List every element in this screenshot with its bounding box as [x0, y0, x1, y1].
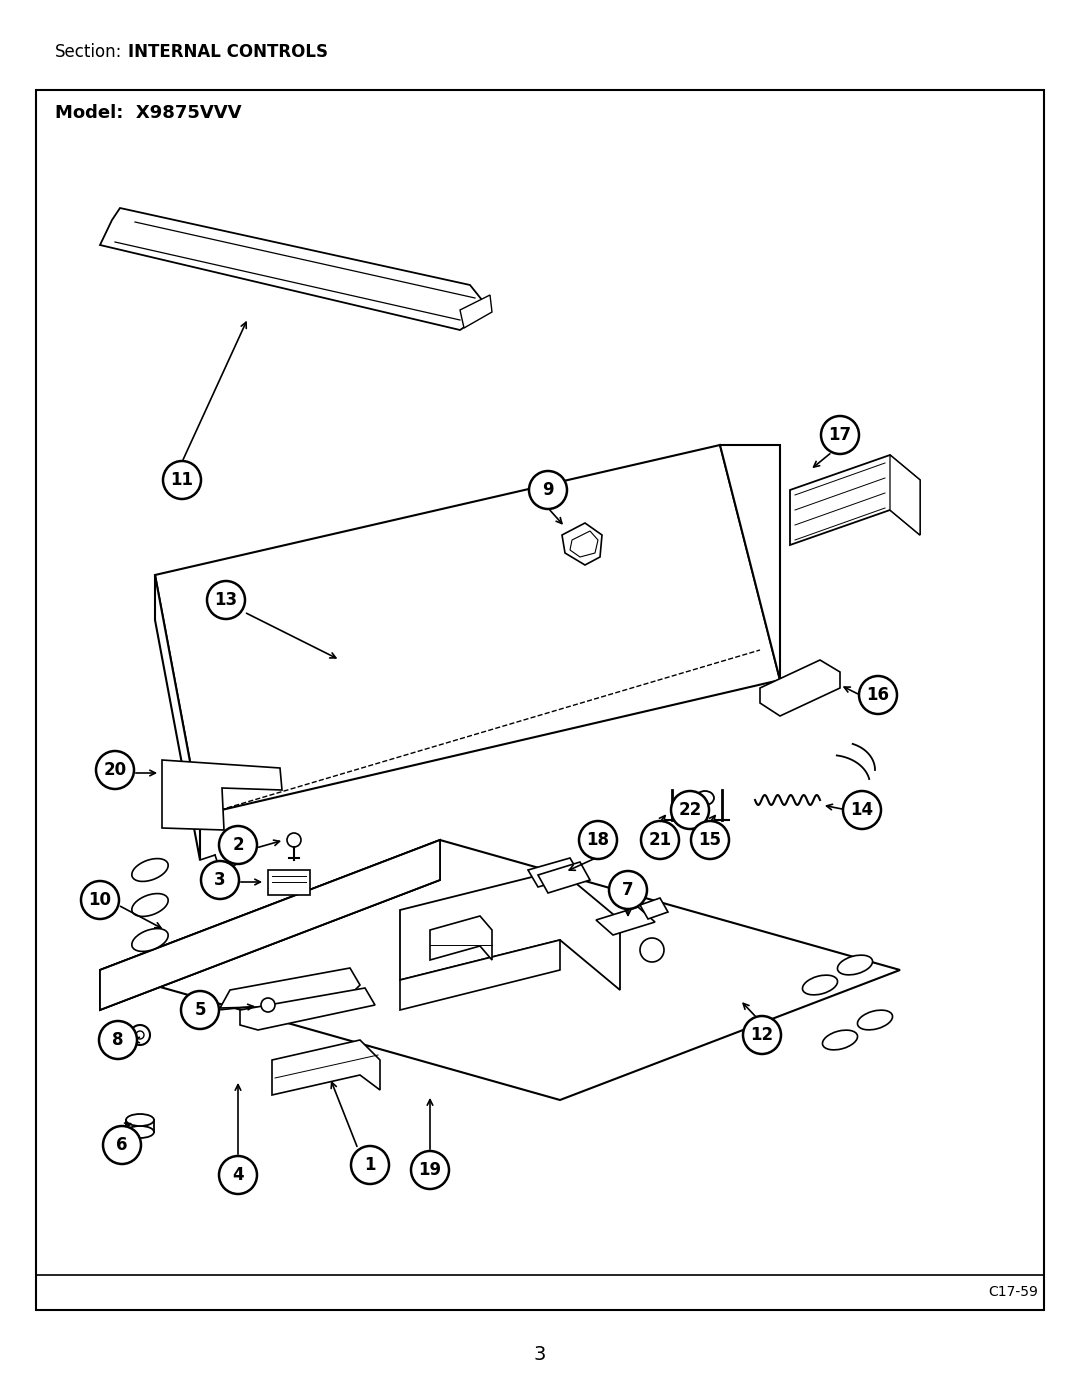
- Polygon shape: [100, 840, 440, 1010]
- Ellipse shape: [837, 956, 873, 975]
- Text: 17: 17: [828, 426, 851, 444]
- Circle shape: [859, 676, 897, 714]
- Circle shape: [821, 416, 859, 454]
- Text: 14: 14: [850, 800, 874, 819]
- Circle shape: [219, 826, 257, 863]
- Ellipse shape: [132, 859, 168, 882]
- Circle shape: [163, 461, 201, 499]
- Text: 2: 2: [232, 835, 244, 854]
- Ellipse shape: [802, 975, 838, 995]
- Ellipse shape: [696, 791, 714, 805]
- Polygon shape: [596, 907, 654, 935]
- Text: 20: 20: [104, 761, 126, 780]
- Polygon shape: [760, 659, 840, 717]
- Circle shape: [136, 1031, 144, 1039]
- Ellipse shape: [132, 894, 168, 916]
- Text: 22: 22: [678, 800, 702, 819]
- Text: 11: 11: [171, 471, 193, 489]
- Polygon shape: [400, 940, 561, 1010]
- Polygon shape: [570, 531, 598, 557]
- Polygon shape: [720, 446, 780, 680]
- Circle shape: [843, 791, 881, 828]
- Polygon shape: [538, 862, 590, 893]
- Text: 6: 6: [117, 1136, 127, 1154]
- Text: 19: 19: [418, 1161, 442, 1179]
- Polygon shape: [430, 916, 492, 960]
- Text: 12: 12: [751, 1025, 773, 1044]
- Text: C17-59: C17-59: [988, 1285, 1038, 1299]
- Circle shape: [529, 471, 567, 509]
- Polygon shape: [162, 760, 282, 830]
- Bar: [36, 89, 1044, 1310]
- Polygon shape: [562, 522, 602, 564]
- Polygon shape: [100, 840, 440, 1010]
- Text: 18: 18: [586, 831, 609, 849]
- Polygon shape: [100, 840, 900, 1099]
- Polygon shape: [890, 455, 920, 535]
- Polygon shape: [640, 898, 669, 919]
- Polygon shape: [240, 988, 375, 1030]
- Circle shape: [96, 752, 134, 789]
- Polygon shape: [460, 295, 492, 328]
- Circle shape: [219, 1155, 257, 1194]
- Text: 7: 7: [622, 882, 634, 900]
- Circle shape: [609, 870, 647, 909]
- Text: 16: 16: [866, 686, 890, 704]
- Text: Model:  X9875VVV: Model: X9875VVV: [55, 103, 242, 122]
- Circle shape: [261, 997, 275, 1011]
- Text: 8: 8: [112, 1031, 124, 1049]
- Circle shape: [579, 821, 617, 859]
- Circle shape: [130, 1025, 150, 1045]
- Polygon shape: [789, 455, 920, 545]
- Polygon shape: [156, 446, 780, 814]
- Polygon shape: [272, 1039, 380, 1095]
- Text: Section:: Section:: [55, 43, 122, 61]
- Text: 3: 3: [534, 1345, 546, 1365]
- Circle shape: [81, 882, 119, 919]
- Text: 13: 13: [215, 591, 238, 609]
- Ellipse shape: [823, 1030, 858, 1051]
- Text: 15: 15: [699, 831, 721, 849]
- Text: INTERNAL CONTROLS: INTERNAL CONTROLS: [129, 43, 328, 61]
- Ellipse shape: [858, 1010, 892, 1030]
- Circle shape: [640, 937, 664, 963]
- Polygon shape: [528, 858, 580, 887]
- Text: 3: 3: [214, 870, 226, 888]
- Polygon shape: [400, 870, 620, 990]
- Circle shape: [351, 1146, 389, 1185]
- Polygon shape: [268, 870, 310, 895]
- Text: 5: 5: [194, 1002, 206, 1018]
- Circle shape: [207, 581, 245, 619]
- Text: 9: 9: [542, 481, 554, 499]
- Circle shape: [201, 861, 239, 900]
- Circle shape: [691, 821, 729, 859]
- Circle shape: [99, 1021, 137, 1059]
- Polygon shape: [100, 208, 490, 330]
- Text: 4: 4: [232, 1166, 244, 1185]
- Circle shape: [743, 1016, 781, 1053]
- Circle shape: [181, 990, 219, 1030]
- Ellipse shape: [126, 1126, 154, 1139]
- Circle shape: [287, 833, 301, 847]
- Polygon shape: [156, 576, 200, 861]
- Circle shape: [671, 791, 708, 828]
- Text: 1: 1: [364, 1155, 376, 1173]
- Circle shape: [411, 1151, 449, 1189]
- Text: 10: 10: [89, 891, 111, 909]
- Ellipse shape: [126, 1113, 154, 1126]
- Circle shape: [642, 821, 679, 859]
- Circle shape: [103, 1126, 141, 1164]
- Polygon shape: [220, 968, 360, 1009]
- Ellipse shape: [132, 929, 168, 951]
- Text: 21: 21: [648, 831, 672, 849]
